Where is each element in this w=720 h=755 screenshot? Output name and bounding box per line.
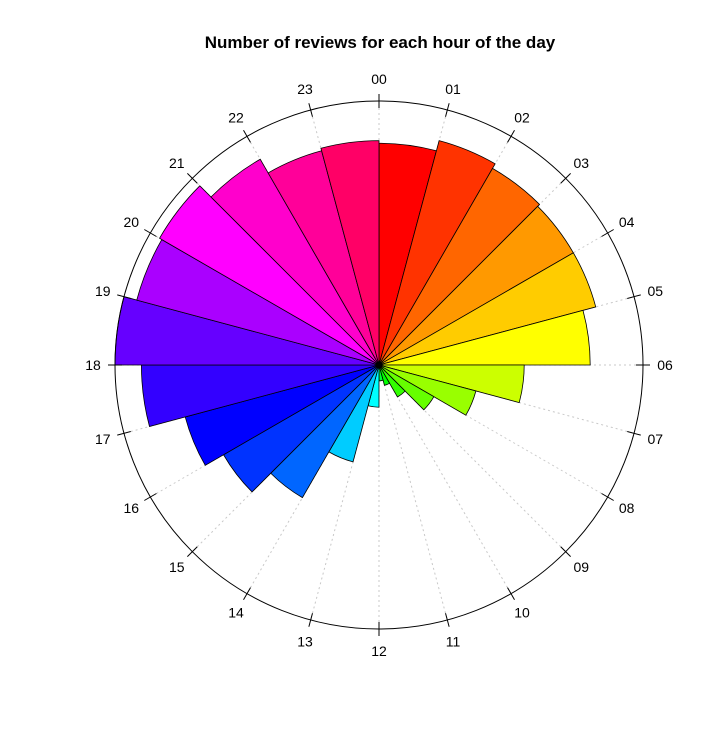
tick-09 (560, 546, 571, 557)
hour-label-07: 07 (647, 431, 663, 447)
tick-05 (627, 294, 641, 299)
tick-08 (601, 493, 614, 501)
hour-label-21: 21 (169, 155, 185, 171)
hour-label-15: 15 (169, 559, 185, 575)
sector-02 (378, 167, 541, 366)
tick-01 (445, 103, 450, 117)
hour-label-03: 03 (573, 155, 589, 171)
tick-23 (308, 103, 313, 117)
tick-10 (507, 587, 515, 600)
hour-labels: 00 01 02 03 04 05 06 07 08 09 10 11 12 13 14 15 16 17 18 19… (85, 71, 673, 659)
chart-title: Number of reviews for each hour of the d… (205, 33, 556, 52)
sector-08 (378, 364, 435, 411)
tick-15 (187, 546, 198, 557)
tick-04 (601, 229, 614, 237)
hour-label-12: 12 (371, 643, 387, 659)
hour-label-04: 04 (619, 214, 635, 230)
tick-19 (117, 294, 131, 299)
hour-label-14: 14 (228, 605, 244, 621)
hour-label-23: 23 (297, 81, 313, 97)
ticks-layer (108, 94, 650, 636)
gridline-11 (378, 364, 448, 621)
sector-01 (378, 140, 496, 366)
hour-label-08: 08 (619, 500, 635, 516)
hour-label-10: 10 (514, 605, 530, 621)
gridline-13 (310, 364, 380, 621)
sector-21 (210, 158, 380, 366)
tick-13 (308, 613, 313, 627)
gridline-10 (378, 364, 512, 594)
sector-09 (378, 364, 406, 398)
hour-label-02: 02 (514, 109, 530, 125)
sector-04 (378, 252, 597, 366)
hour-label-11: 11 (446, 633, 461, 649)
hour-label-00: 00 (371, 71, 387, 87)
tick-02 (507, 130, 515, 143)
tick-11 (445, 613, 450, 627)
tick-20 (144, 229, 157, 237)
tick-16 (144, 493, 157, 501)
gridline-08 (378, 364, 608, 498)
tick-17 (117, 431, 131, 436)
hour-label-09: 09 (573, 559, 589, 575)
hour-label-17: 17 (95, 431, 111, 447)
gridline-09 (378, 364, 567, 553)
tick-22 (243, 130, 251, 143)
sector-23 (320, 140, 380, 366)
tick-21 (187, 173, 198, 184)
sectors-layer (114, 140, 597, 499)
sector-07 (378, 364, 477, 416)
hour-label-22: 22 (228, 109, 244, 125)
tick-07 (627, 431, 641, 436)
tick-03 (560, 173, 571, 184)
tick-14 (243, 587, 251, 600)
hour-label-19: 19 (95, 283, 111, 299)
sector-20 (158, 185, 380, 366)
sector-05 (378, 309, 591, 366)
hour-label-16: 16 (124, 500, 140, 516)
hour-label-13: 13 (297, 633, 313, 649)
hour-label-06: 06 (657, 357, 673, 373)
hour-label-18: 18 (85, 357, 101, 373)
hour-label-01: 01 (445, 81, 461, 97)
sector-10 (378, 364, 391, 386)
hour-label-20: 20 (124, 214, 140, 230)
hour-label-05: 05 (647, 283, 663, 299)
